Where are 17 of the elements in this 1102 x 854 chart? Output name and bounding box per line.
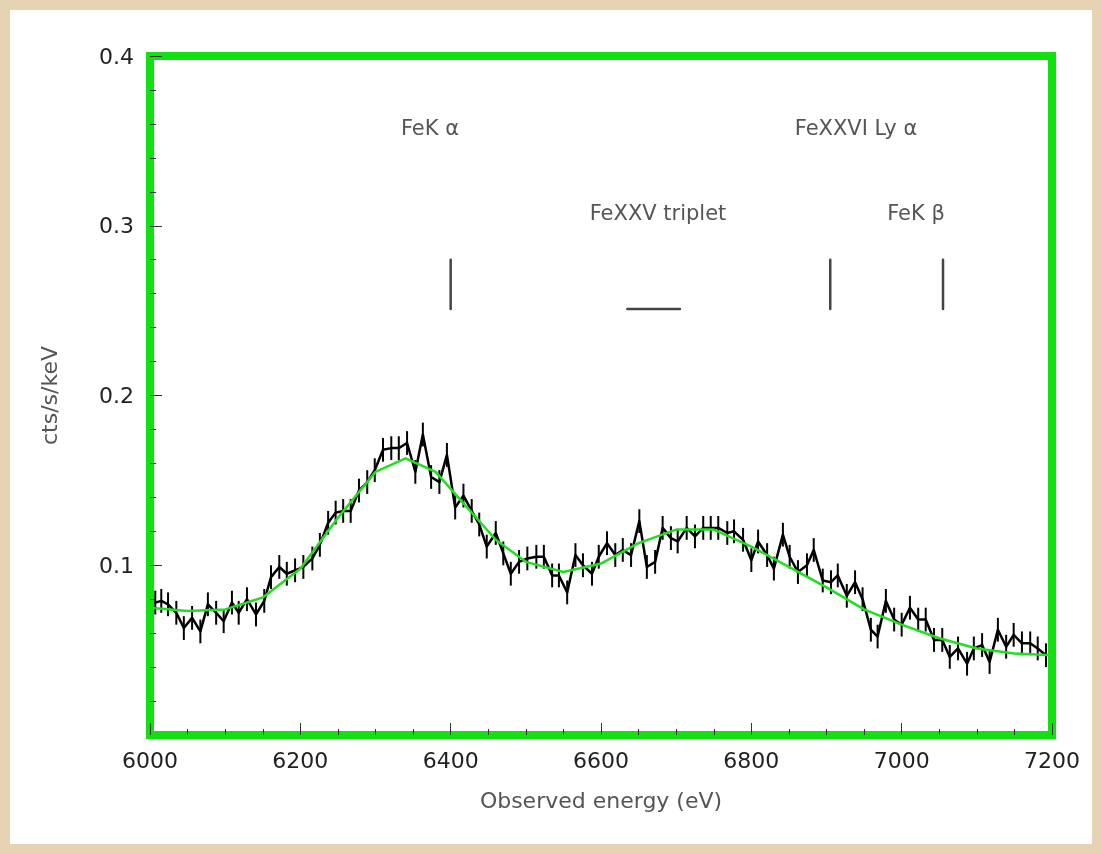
x-tick-label: 6600 [573,747,629,773]
x-tick-label: 6400 [422,747,479,773]
x-tick-label: 7200 [1024,747,1080,773]
x-tick-label: 6800 [723,747,780,773]
annotation: FeXXV triplet [589,201,727,225]
x-tick-label: 6200 [272,747,329,773]
annotation: FeK α [400,116,460,140]
x-tick-label: 7000 [873,747,930,773]
annotation: FeK β [887,201,945,225]
x-tick-label: 6000 [122,747,178,773]
y-tick-label: 0.1 [99,552,134,578]
y-axis-title: cts/s/keV [36,345,62,446]
y-tick-label: 0.2 [99,383,134,408]
x-axis-title: Observed energy (eV) [479,787,723,813]
annotation: FeXXVI Ly α [794,116,918,140]
y-tick-label: 0.3 [99,213,134,239]
y-tick-label: 0.4 [99,43,134,69]
